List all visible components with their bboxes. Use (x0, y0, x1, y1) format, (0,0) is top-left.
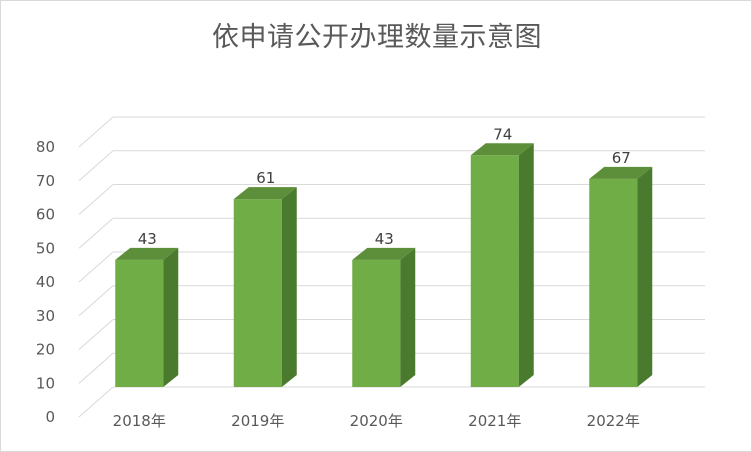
bar-front (233, 199, 282, 387)
x-tick-label: 2020年 (350, 412, 403, 430)
bar (589, 166, 653, 387)
y-tick-label: 0 (45, 408, 55, 426)
bar-side (518, 143, 534, 387)
bar (233, 187, 297, 387)
data-label-layer: 43 61 43 74 67 (138, 125, 631, 248)
y-tick-label: 70 (36, 172, 55, 190)
data-label: 67 (612, 149, 631, 167)
bar-top (470, 143, 534, 156)
bar-top (233, 187, 297, 200)
gridline-diagonal (78, 184, 114, 215)
bar-side (400, 247, 416, 387)
bar-side (281, 187, 297, 387)
y-tick-label: 10 (36, 374, 55, 392)
bar-front (470, 155, 519, 387)
bar (470, 143, 534, 387)
bar (352, 247, 416, 387)
bar-side (163, 247, 179, 387)
bar-front (589, 178, 638, 387)
gridline-diagonal (78, 116, 114, 148)
data-label: 61 (256, 169, 275, 187)
x-tick-label: 2022年 (587, 412, 640, 430)
gridline-diagonal (78, 285, 114, 317)
y-tick-label: 20 (36, 341, 55, 359)
x-tick-label: 2018年 (113, 412, 166, 430)
gridline-diagonal (78, 150, 114, 182)
y-tick-label: 40 (36, 273, 55, 291)
y-axis-ticks: 0 10 20 30 40 50 60 70 80 (36, 138, 55, 426)
bar-layer (115, 143, 653, 387)
gridline-diagonal (78, 352, 114, 384)
bar-top (115, 247, 179, 260)
gridline-diagonal (78, 217, 114, 249)
data-label: 43 (375, 230, 394, 248)
y-tick-label: 80 (36, 138, 55, 156)
bar-side (637, 166, 653, 387)
chart-title: 依申请公开办理数量示意图 (212, 22, 542, 53)
x-tick-label: 2021年 (468, 412, 521, 430)
bar-top (352, 247, 416, 260)
y-tick-label: 60 (36, 206, 55, 224)
data-label: 43 (138, 230, 157, 248)
y-tick-label: 50 (36, 239, 55, 257)
bar-front (352, 259, 401, 387)
bar-top (589, 166, 653, 179)
y-tick-label: 30 (36, 307, 55, 325)
gridline-diagonal (78, 319, 114, 350)
gridline-diagonal (78, 251, 114, 283)
x-tick-label: 2019年 (231, 412, 284, 430)
gridline-diagonal (78, 386, 114, 418)
x-axis-ticks: 2018年 2019年 2020年 2021年 2022年 (113, 412, 640, 430)
bar (115, 247, 179, 387)
data-label: 74 (493, 125, 512, 143)
bar-front (115, 259, 164, 387)
